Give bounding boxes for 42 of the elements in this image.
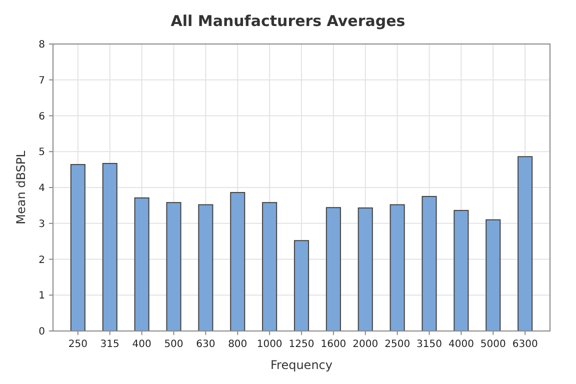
x-tick-label: 1000	[256, 339, 282, 350]
y-tick-label: 4	[38, 183, 45, 194]
y-tick-label: 8	[38, 40, 45, 50]
y-tick-label: 3	[38, 218, 45, 230]
bar	[134, 197, 150, 332]
x-tick-label: 1600	[320, 339, 346, 350]
x-tick-label: 2500	[384, 339, 410, 350]
y-axis-title: Mean dBSPL	[14, 150, 28, 224]
bar	[358, 207, 373, 332]
x-tick-label: 630	[196, 339, 216, 350]
bar	[390, 204, 405, 332]
x-tick-label: 500	[164, 339, 184, 350]
bar	[230, 192, 246, 332]
y-tick-label: 2	[38, 254, 45, 266]
y-tick-label: 7	[38, 75, 45, 86]
x-tick-label: 250	[68, 339, 88, 350]
x-tick-label: 315	[100, 339, 120, 350]
x-tick-label: 800	[228, 339, 248, 350]
x-tick-label: 5000	[480, 339, 506, 350]
bar	[166, 202, 182, 332]
chart-title: All Manufacturers Averages	[170, 12, 406, 30]
x-axis-title: Frequency	[270, 358, 332, 372]
bar	[486, 219, 501, 332]
bar	[422, 196, 437, 332]
x-tick-label: 400	[132, 339, 152, 350]
bar	[198, 204, 214, 332]
bar	[294, 240, 310, 332]
y-tick-label: 6	[38, 111, 45, 122]
x-tick-label: 4000	[448, 339, 474, 350]
x-tick-label: 1250	[288, 339, 314, 350]
y-tick-label: 5	[38, 147, 45, 158]
bar	[262, 202, 278, 332]
bar	[454, 210, 469, 332]
y-tick-label: 1	[38, 290, 45, 302]
bar	[518, 156, 533, 332]
bar	[102, 162, 118, 332]
bar	[70, 164, 86, 332]
x-tick-label: 2000	[352, 339, 378, 350]
x-tick-label: 6300	[512, 339, 538, 350]
y-tick-label: 0	[38, 326, 45, 338]
x-tick-label: 3150	[416, 339, 442, 350]
bar	[326, 207, 341, 332]
